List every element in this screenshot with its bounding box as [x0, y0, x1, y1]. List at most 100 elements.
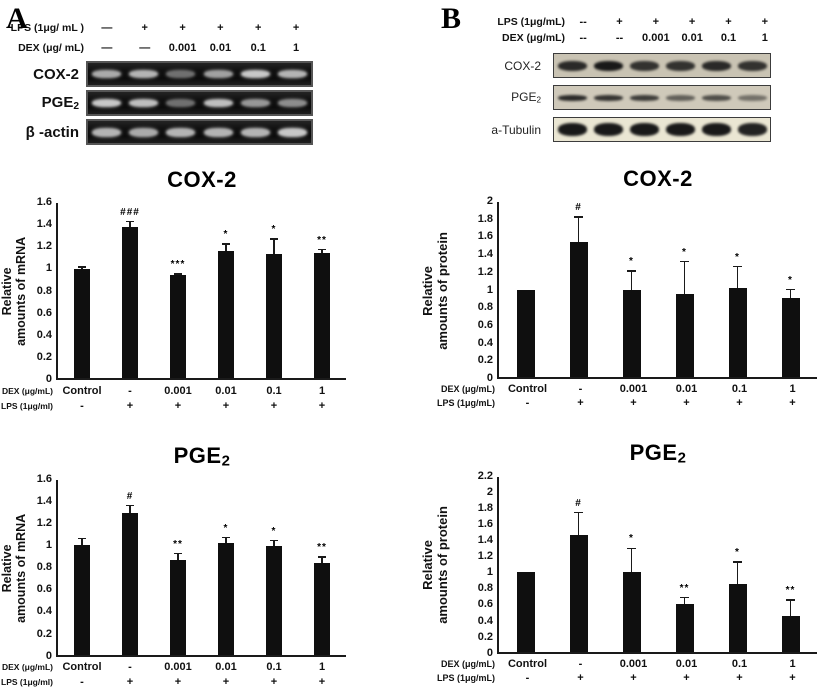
bar-group: #: [106, 480, 154, 655]
treatment-value: --: [579, 16, 587, 28]
chart-body: Relative amounts of mRNA 0 0.2 0.4 0.6 0.8 1 1.2…: [0, 197, 413, 385]
y-tick-label: 0.4: [477, 614, 493, 627]
y-axis-ticks: 0 0.2 0.4 0.6 0.8 1 1.2 1.4 1.6 1.8 2: [459, 196, 497, 384]
subscript-text: 2: [73, 100, 79, 112]
gel-lane: [237, 63, 274, 85]
treatment-value: 0.001: [168, 42, 197, 54]
bar-group: **: [154, 480, 202, 655]
gel-band: [166, 99, 196, 107]
y-tick-label: 1.4: [36, 218, 52, 231]
x-axis-row: LPS (1μg/ml) - + + + + +: [0, 398, 413, 413]
x-axis-value: Control: [62, 384, 102, 397]
error-bar: [222, 536, 230, 544]
gel-band: [737, 94, 767, 101]
x-axis-value: -: [80, 676, 84, 689]
gel-lane: [698, 118, 734, 141]
x-axis-value: +: [174, 676, 182, 689]
plot-area: #******: [497, 476, 817, 654]
bar-group: **: [764, 477, 817, 652]
gel-lane: [237, 92, 274, 114]
gel-lane: [554, 86, 590, 109]
x-axis-value: -: [578, 657, 583, 670]
gel-row: a-Tubulin: [413, 117, 825, 142]
gel-lane: [88, 63, 125, 85]
x-axis-row-values: - + + + + +: [501, 397, 819, 409]
panel-b: B LPS (1μg/mL) -- + + + + + DEX (μg/mL) -- -- 0.00…: [413, 0, 825, 689]
gel-lane: [734, 86, 770, 109]
error-bar: [174, 552, 182, 560]
gel-band: [240, 99, 270, 107]
x-axis-row-values: - + + + + +: [501, 672, 819, 684]
y-tick-label: 0.6: [477, 318, 493, 331]
treatment-value: —: [101, 22, 113, 34]
bar: [218, 543, 234, 655]
significance-annotation: *: [271, 224, 277, 235]
bar: [170, 275, 186, 378]
y-tick-label: 0.6: [477, 598, 493, 611]
x-axis-row-values: Control - 0.001 0.01 0.1 1: [501, 383, 819, 395]
y-tick-label: 0.8: [36, 284, 52, 297]
gel-band: [92, 127, 122, 137]
bar: [728, 287, 747, 377]
bar: [781, 615, 800, 652]
x-axis-value: 0.001: [619, 383, 648, 395]
treatment-value: —: [101, 42, 113, 54]
gel-lane: [626, 118, 662, 141]
y-axis-ticks: 0 0.2 0.4 0.6 0.8 1 1.2 1.4 1.6: [30, 197, 56, 385]
gel-band: [701, 123, 731, 136]
significance-annotation: **: [317, 542, 327, 554]
x-axis-row-label: DEX (μg/mL): [1, 662, 53, 673]
y-tick-label: 2: [486, 195, 493, 207]
x-axis-row-values: - + + + + +: [58, 400, 346, 412]
gel-row: PGE2: [413, 85, 825, 110]
significance-annotation: *: [223, 522, 229, 534]
gel-band: [277, 70, 307, 78]
error-bar: [78, 537, 86, 546]
gel-band: [557, 123, 587, 136]
x-axis-value: +: [126, 676, 134, 689]
x-axis-value: +: [789, 397, 796, 409]
significance-annotation: **: [317, 234, 327, 246]
error-bar: [270, 539, 278, 547]
bar-group: *: [202, 480, 250, 655]
gel-band: [737, 60, 767, 71]
gel-lane: [698, 54, 734, 77]
gel-band: [129, 99, 159, 107]
significance-annotation: *: [735, 547, 740, 559]
y-tick-label: 1.6: [477, 517, 493, 530]
gel-row-label: PGE2: [511, 90, 541, 105]
treatment-row-label: LPS (1μg/mL): [497, 16, 565, 28]
gel-band: [629, 60, 659, 71]
error-bar: [734, 265, 741, 288]
gel-lane: [626, 54, 662, 77]
y-tick-label: 1.2: [36, 516, 52, 529]
x-axis-value: 0.001: [164, 661, 192, 674]
panel-b-cox2-protein-chart: COX-2 Relative amounts of protein 0 0.2 0.4 0.…: [413, 166, 825, 410]
significance-annotation: ###: [120, 206, 140, 218]
error-bar: [787, 288, 794, 299]
chart-body: Relative amounts of mRNA 0 0.2 0.4 0.6 0.8 1 1.2…: [0, 473, 413, 661]
bar: [622, 572, 641, 652]
error-bar: [734, 561, 741, 585]
bar-group: *: [711, 202, 764, 377]
significance-annotation: #: [575, 497, 582, 509]
gel-lane: [200, 92, 237, 114]
gel-row: PGE2: [0, 90, 413, 116]
panel-b-pge2-protein-chart: PGE2 Relative amounts of protein 0 0.2 0.4 0.6…: [413, 440, 825, 685]
x-axis-row-values: - + + + + +: [58, 676, 346, 688]
treatment-value: +: [761, 16, 769, 28]
y-tick-label: 0: [486, 372, 493, 384]
gel-band: [92, 70, 122, 78]
error-bar: [628, 547, 635, 573]
y-axis-label-line: Relative: [0, 544, 15, 593]
error-bar: [628, 270, 635, 290]
y-tick-label: 0.2: [36, 627, 52, 640]
treatment-value: 0.001: [642, 32, 670, 44]
gel-band: [166, 127, 196, 137]
bar-group: ***: [154, 203, 202, 378]
gel-row-label: PGE2: [41, 94, 79, 112]
bar: [314, 562, 330, 655]
panel-a-label: A: [6, 2, 28, 35]
bar-group: *: [658, 202, 711, 377]
treatment-row-values: — + + + + +: [88, 22, 315, 34]
